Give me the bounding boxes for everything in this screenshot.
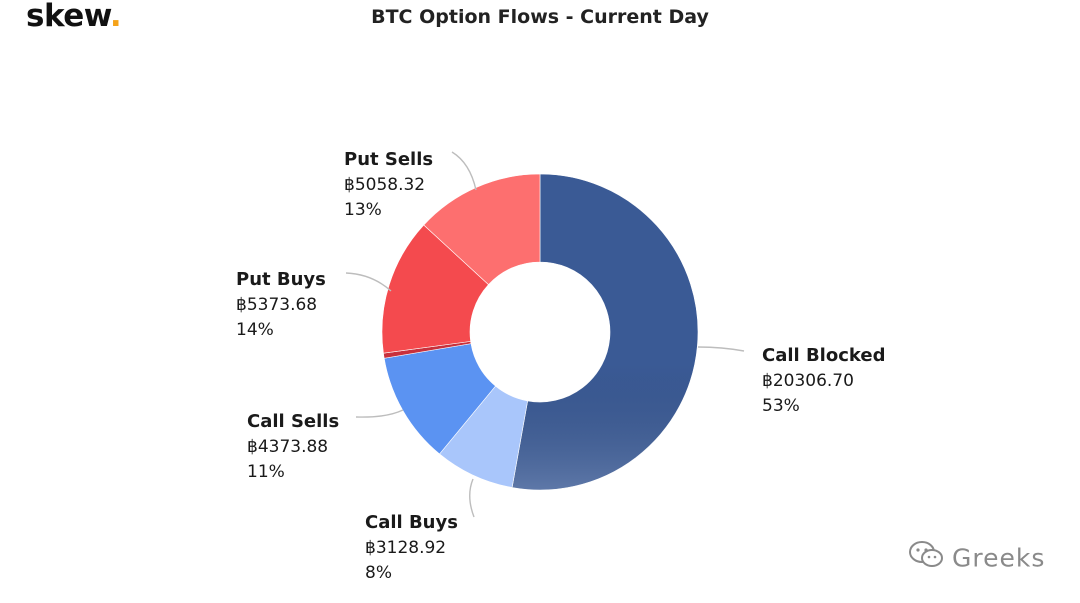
slice-shade (512, 174, 698, 491)
label-put-buys: Put Buys ฿5373.68 14% (236, 269, 326, 340)
label-put-sells: Put Sells ฿5058.32 13% (344, 149, 433, 220)
brand-logo: skew. (26, 0, 122, 34)
label-value-call-buys: ฿3128.92 (365, 538, 446, 558)
wechat-icon (908, 540, 946, 576)
connector-put-buys (345, 272, 392, 292)
watermark: Greeks (908, 540, 1045, 576)
connector-call-sells (355, 409, 404, 418)
label-call-buys: Call Buys ฿3128.92 8% (365, 512, 458, 583)
connectors-group (345, 151, 745, 518)
label-percent-call-buys: 8% (365, 563, 392, 583)
label-call-sells: Call Sells ฿4373.88 11% (247, 411, 339, 482)
label-percent-call-blocked: 53% (762, 396, 800, 416)
label-percent-call-sells: 11% (247, 462, 285, 482)
slices-group (381, 173, 699, 491)
labels-group: Call Blocked ฿20306.70 53% Call Buys ฿3128.9… (236, 149, 885, 583)
label-name-put-buys: Put Buys (236, 269, 326, 290)
label-name-call-sells: Call Sells (247, 411, 339, 432)
slice-put-sells (423, 173, 541, 286)
watermark-text: Greeks (952, 543, 1046, 573)
brand-dot: . (109, 0, 122, 34)
connector-put-sells (451, 151, 477, 191)
label-name-put-sells: Put Sells (344, 149, 433, 170)
label-value-put-buys: ฿5373.68 (236, 295, 317, 315)
label-percent-put-sells: 13% (344, 200, 382, 220)
label-percent-put-buys: 14% (236, 320, 274, 340)
brand-name: skew (26, 0, 110, 34)
label-value-call-sells: ฿4373.88 (247, 437, 328, 457)
label-call-blocked: Call Blocked ฿20306.70 53% (762, 345, 885, 416)
chart-title: BTC Option Flows - Current Day (371, 6, 709, 28)
connector-call-blocked (697, 346, 745, 352)
label-name-call-buys: Call Buys (365, 512, 458, 533)
slice-put-buys (381, 224, 489, 354)
label-value-call-blocked: ฿20306.70 (762, 371, 854, 391)
connector-call-buys (469, 478, 475, 518)
label-value-put-sells: ฿5058.32 (344, 175, 425, 195)
label-name-call-blocked: Call Blocked (762, 345, 885, 366)
